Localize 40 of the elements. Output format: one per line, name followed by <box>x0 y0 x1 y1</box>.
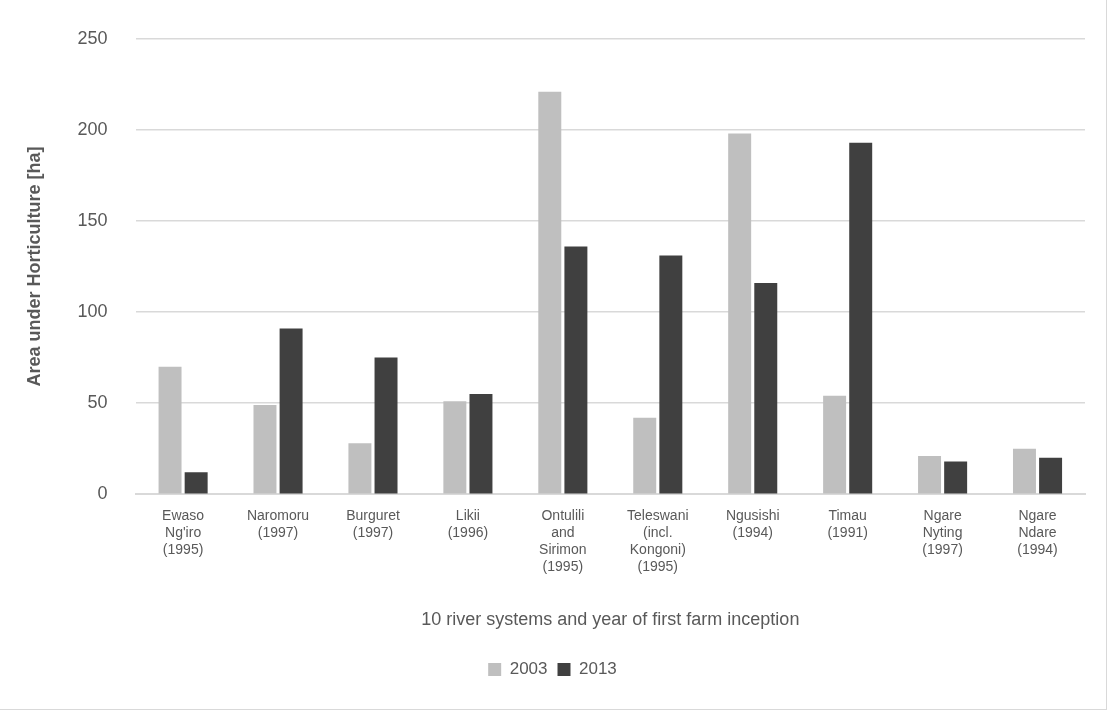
x-axis-title: 10 river systems and year of first farm inception <box>421 609 800 630</box>
bar <box>754 282 778 494</box>
y-tick-label: 100 <box>77 301 108 322</box>
x-tick-label: Ewaso Ng'iro (1995) <box>162 507 205 558</box>
x-tick-label: Ngare Ndare (1994) <box>1017 507 1058 558</box>
x-tick-label: Likii (1996) <box>447 507 489 541</box>
bar <box>279 328 303 494</box>
bar <box>823 395 847 494</box>
bar <box>158 366 182 494</box>
x-tick-label: Timau (1991) <box>827 507 868 541</box>
bar <box>659 255 683 494</box>
x-tick-label: Teleswani (incl. Kongoni) (1995) <box>627 507 689 574</box>
bar <box>944 461 968 494</box>
bar <box>918 455 942 494</box>
x-tick-label: Ngare Nyting (1997) <box>922 507 963 558</box>
y-axis-title: Area under Horticulture [ha] <box>23 146 44 387</box>
bar <box>348 443 372 494</box>
x-tick-label: Ngusishi (1994) <box>725 507 780 541</box>
bar <box>538 91 562 494</box>
bar <box>1039 457 1063 494</box>
bar <box>564 246 588 494</box>
x-tick-label: Ontulili and Sirimon (1995) <box>539 507 587 574</box>
bar <box>1012 448 1036 494</box>
y-tick-label: 0 <box>97 483 108 504</box>
y-tick-label: 150 <box>77 209 108 230</box>
bar <box>374 357 398 494</box>
bar <box>849 142 873 494</box>
bar <box>253 404 277 494</box>
legend-label: 2013 <box>579 659 617 679</box>
bar <box>443 401 467 494</box>
y-tick-label: 200 <box>77 118 108 139</box>
x-tick-label: Burguret (1997) <box>346 507 400 541</box>
y-tick-label: 250 <box>77 27 108 48</box>
bar <box>728 133 752 494</box>
y-tick-label: 50 <box>87 392 108 413</box>
bar <box>633 417 657 494</box>
bar <box>469 394 493 494</box>
bar <box>184 472 208 494</box>
legend-label: 2003 <box>509 659 548 679</box>
x-tick-label: Naromoru (1997) <box>246 507 310 541</box>
